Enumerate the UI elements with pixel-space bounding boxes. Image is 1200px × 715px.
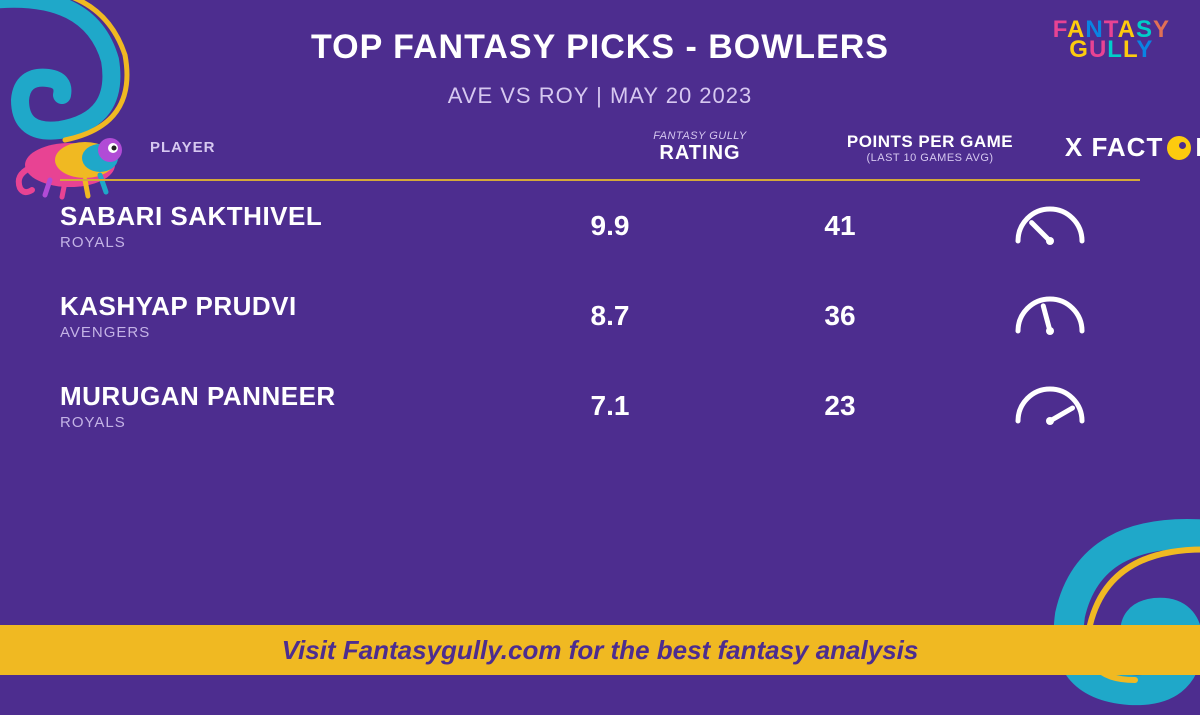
player-team: ROYALS [60,414,500,431]
xfactor-gauge-icon [960,201,1140,251]
player-cell: KASHYAP PRUDVI AVENGERS [60,291,500,341]
subtitle-divider: | [596,83,610,108]
header-ppg-small: (LAST 10 GAMES AVG) [810,152,1050,164]
header-rating-big: RATING [590,142,810,165]
xfactor-gauge-icon [960,291,1140,341]
match-subtitle: AVE VS ROY | MAY 20 2023 [0,83,1200,109]
player-row: SABARI SAKTHIVEL ROYALS 9.9 41 [60,181,1140,271]
rating-value: 7.1 [500,390,720,422]
match-date: MAY 20 2023 [610,83,752,108]
header-rating-small: FANTASY GULLY [590,130,810,142]
header-ppg: POINTS PER GAME (LAST 10 GAMES AVG) [810,132,1050,164]
footer-bar: Visit Fantasygully.com for the best fant… [0,625,1200,675]
header-xfactor: X FACT R [1050,132,1200,163]
swirl-bottom-icon [1020,495,1200,715]
xfactor-pre: X FACT [1065,132,1163,163]
rating-value: 8.7 [500,300,720,332]
xfactor-gauge-icon [960,381,1140,431]
player-name: SABARI SAKTHIVEL [60,201,500,232]
player-team: ROYALS [60,234,500,251]
player-row: MURUGAN PANNEER ROYALS 7.1 23 [60,361,1140,451]
xfactor-eye-icon [1167,136,1191,160]
player-row: KASHYAP PRUDVI AVENGERS 8.7 36 [60,271,1140,361]
brand-logo: FANTASY GULLY [1053,20,1170,61]
player-cell: SABARI SAKTHIVEL ROYALS [60,201,500,251]
page-title: TOP FANTASY PICKS - BOWLERS [0,0,1200,67]
player-cell: MURUGAN PANNEER ROYALS [60,381,500,431]
ppg-value: 23 [720,390,960,422]
rating-value: 9.9 [500,210,720,242]
table-header-row: PLAYER FANTASY GULLY RATING POINTS PER G… [60,120,1140,181]
header-player: PLAYER [150,139,590,156]
player-team: AVENGERS [60,324,500,341]
xfactor-post: R [1195,132,1200,163]
ppg-value: 41 [720,210,960,242]
match-teams: AVE VS ROY [448,83,589,108]
player-name: MURUGAN PANNEER [60,381,500,412]
picks-table: PLAYER FANTASY GULLY RATING POINTS PER G… [60,120,1140,451]
header-rating: FANTASY GULLY RATING [590,130,810,165]
ppg-value: 36 [720,300,960,332]
header-ppg-big: POINTS PER GAME [810,132,1050,152]
brand-logo-line2: GULLY [1053,40,1170,60]
player-name: KASHYAP PRUDVI [60,291,500,322]
footer-text: Visit Fantasygully.com for the best fant… [282,635,919,666]
